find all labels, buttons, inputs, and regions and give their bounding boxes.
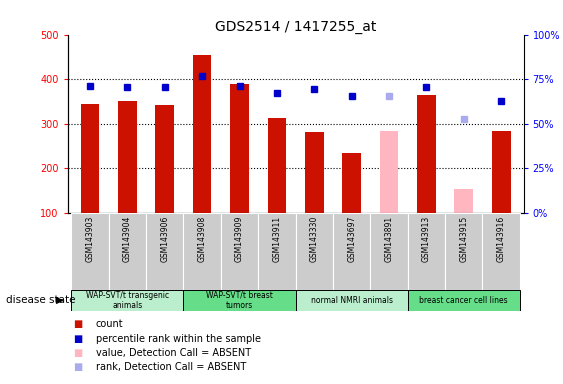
FancyBboxPatch shape bbox=[72, 290, 184, 311]
Text: GSM143913: GSM143913 bbox=[422, 215, 431, 262]
Text: GSM143908: GSM143908 bbox=[198, 215, 207, 262]
FancyBboxPatch shape bbox=[408, 290, 520, 311]
Text: value, Detection Call = ABSENT: value, Detection Call = ABSENT bbox=[96, 348, 251, 358]
Text: ■: ■ bbox=[73, 334, 82, 344]
Text: GSM143911: GSM143911 bbox=[272, 215, 282, 262]
FancyBboxPatch shape bbox=[221, 213, 258, 290]
Text: GSM143330: GSM143330 bbox=[310, 215, 319, 262]
FancyBboxPatch shape bbox=[109, 213, 146, 290]
FancyBboxPatch shape bbox=[333, 213, 370, 290]
Text: GSM143891: GSM143891 bbox=[385, 215, 394, 262]
Text: GSM143906: GSM143906 bbox=[160, 215, 169, 262]
Text: normal NMRI animals: normal NMRI animals bbox=[311, 296, 392, 305]
Text: WAP-SVT/t transgenic
animals: WAP-SVT/t transgenic animals bbox=[86, 291, 169, 310]
FancyBboxPatch shape bbox=[370, 213, 408, 290]
Text: GSM143915: GSM143915 bbox=[459, 215, 468, 262]
Bar bbox=[454, 189, 473, 213]
Bar bbox=[305, 132, 324, 213]
Text: GSM143697: GSM143697 bbox=[347, 215, 356, 262]
Text: GSM143903: GSM143903 bbox=[86, 215, 95, 262]
Bar bbox=[118, 101, 137, 213]
Text: breast cancer cell lines: breast cancer cell lines bbox=[419, 296, 508, 305]
Text: count: count bbox=[96, 319, 123, 329]
Title: GDS2514 / 1417255_at: GDS2514 / 1417255_at bbox=[215, 20, 376, 33]
Text: ■: ■ bbox=[73, 362, 82, 372]
Text: percentile rank within the sample: percentile rank within the sample bbox=[96, 334, 261, 344]
Bar bbox=[81, 104, 99, 213]
Text: rank, Detection Call = ABSENT: rank, Detection Call = ABSENT bbox=[96, 362, 246, 372]
Text: disease state: disease state bbox=[6, 295, 75, 306]
Text: GSM143916: GSM143916 bbox=[497, 215, 506, 262]
FancyBboxPatch shape bbox=[296, 213, 333, 290]
Bar bbox=[379, 131, 399, 213]
FancyBboxPatch shape bbox=[445, 213, 482, 290]
Bar bbox=[492, 131, 511, 213]
Text: WAP-SVT/t breast
tumors: WAP-SVT/t breast tumors bbox=[206, 291, 273, 310]
Bar bbox=[417, 95, 436, 213]
Bar bbox=[155, 105, 174, 213]
Text: ■: ■ bbox=[73, 348, 82, 358]
FancyBboxPatch shape bbox=[296, 290, 408, 311]
Bar bbox=[193, 55, 212, 213]
FancyBboxPatch shape bbox=[258, 213, 296, 290]
FancyBboxPatch shape bbox=[146, 213, 184, 290]
FancyBboxPatch shape bbox=[482, 213, 520, 290]
FancyBboxPatch shape bbox=[184, 290, 296, 311]
Text: GSM143904: GSM143904 bbox=[123, 215, 132, 262]
Bar bbox=[230, 84, 249, 213]
FancyBboxPatch shape bbox=[408, 213, 445, 290]
FancyBboxPatch shape bbox=[72, 213, 109, 290]
Text: GSM143909: GSM143909 bbox=[235, 215, 244, 262]
FancyBboxPatch shape bbox=[184, 213, 221, 290]
Bar bbox=[267, 119, 286, 213]
Bar bbox=[342, 153, 361, 213]
Text: ■: ■ bbox=[73, 319, 82, 329]
